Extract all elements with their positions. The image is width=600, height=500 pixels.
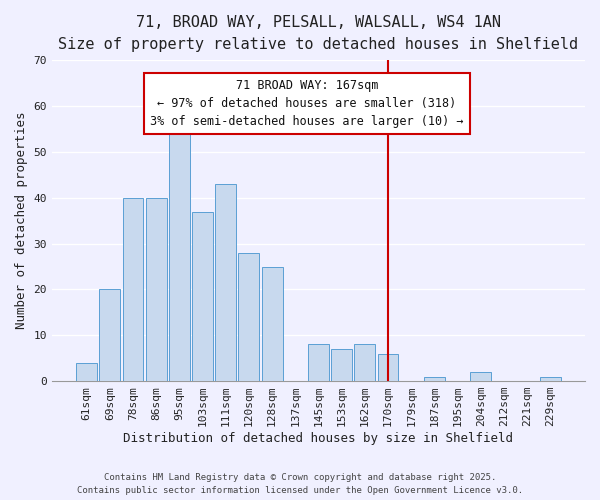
X-axis label: Distribution of detached houses by size in Shelfield: Distribution of detached houses by size …: [124, 432, 514, 445]
Bar: [192, 212, 213, 381]
Bar: [540, 376, 561, 381]
Bar: [470, 372, 491, 381]
Title: 71, BROAD WAY, PELSALL, WALSALL, WS4 1AN
Size of property relative to detached h: 71, BROAD WAY, PELSALL, WALSALL, WS4 1AN…: [58, 15, 578, 52]
Bar: [169, 129, 190, 381]
Bar: [238, 253, 259, 381]
Bar: [377, 354, 398, 381]
Y-axis label: Number of detached properties: Number of detached properties: [15, 112, 28, 330]
Bar: [308, 344, 329, 381]
Bar: [355, 344, 375, 381]
Bar: [331, 349, 352, 381]
Bar: [424, 376, 445, 381]
Bar: [146, 198, 167, 381]
Bar: [262, 266, 283, 381]
Bar: [76, 363, 97, 381]
Text: 71 BROAD WAY: 167sqm
← 97% of detached houses are smaller (318)
3% of semi-detac: 71 BROAD WAY: 167sqm ← 97% of detached h…: [150, 78, 464, 128]
Bar: [215, 184, 236, 381]
Text: Contains HM Land Registry data © Crown copyright and database right 2025.
Contai: Contains HM Land Registry data © Crown c…: [77, 474, 523, 495]
Bar: [122, 198, 143, 381]
Bar: [100, 290, 120, 381]
